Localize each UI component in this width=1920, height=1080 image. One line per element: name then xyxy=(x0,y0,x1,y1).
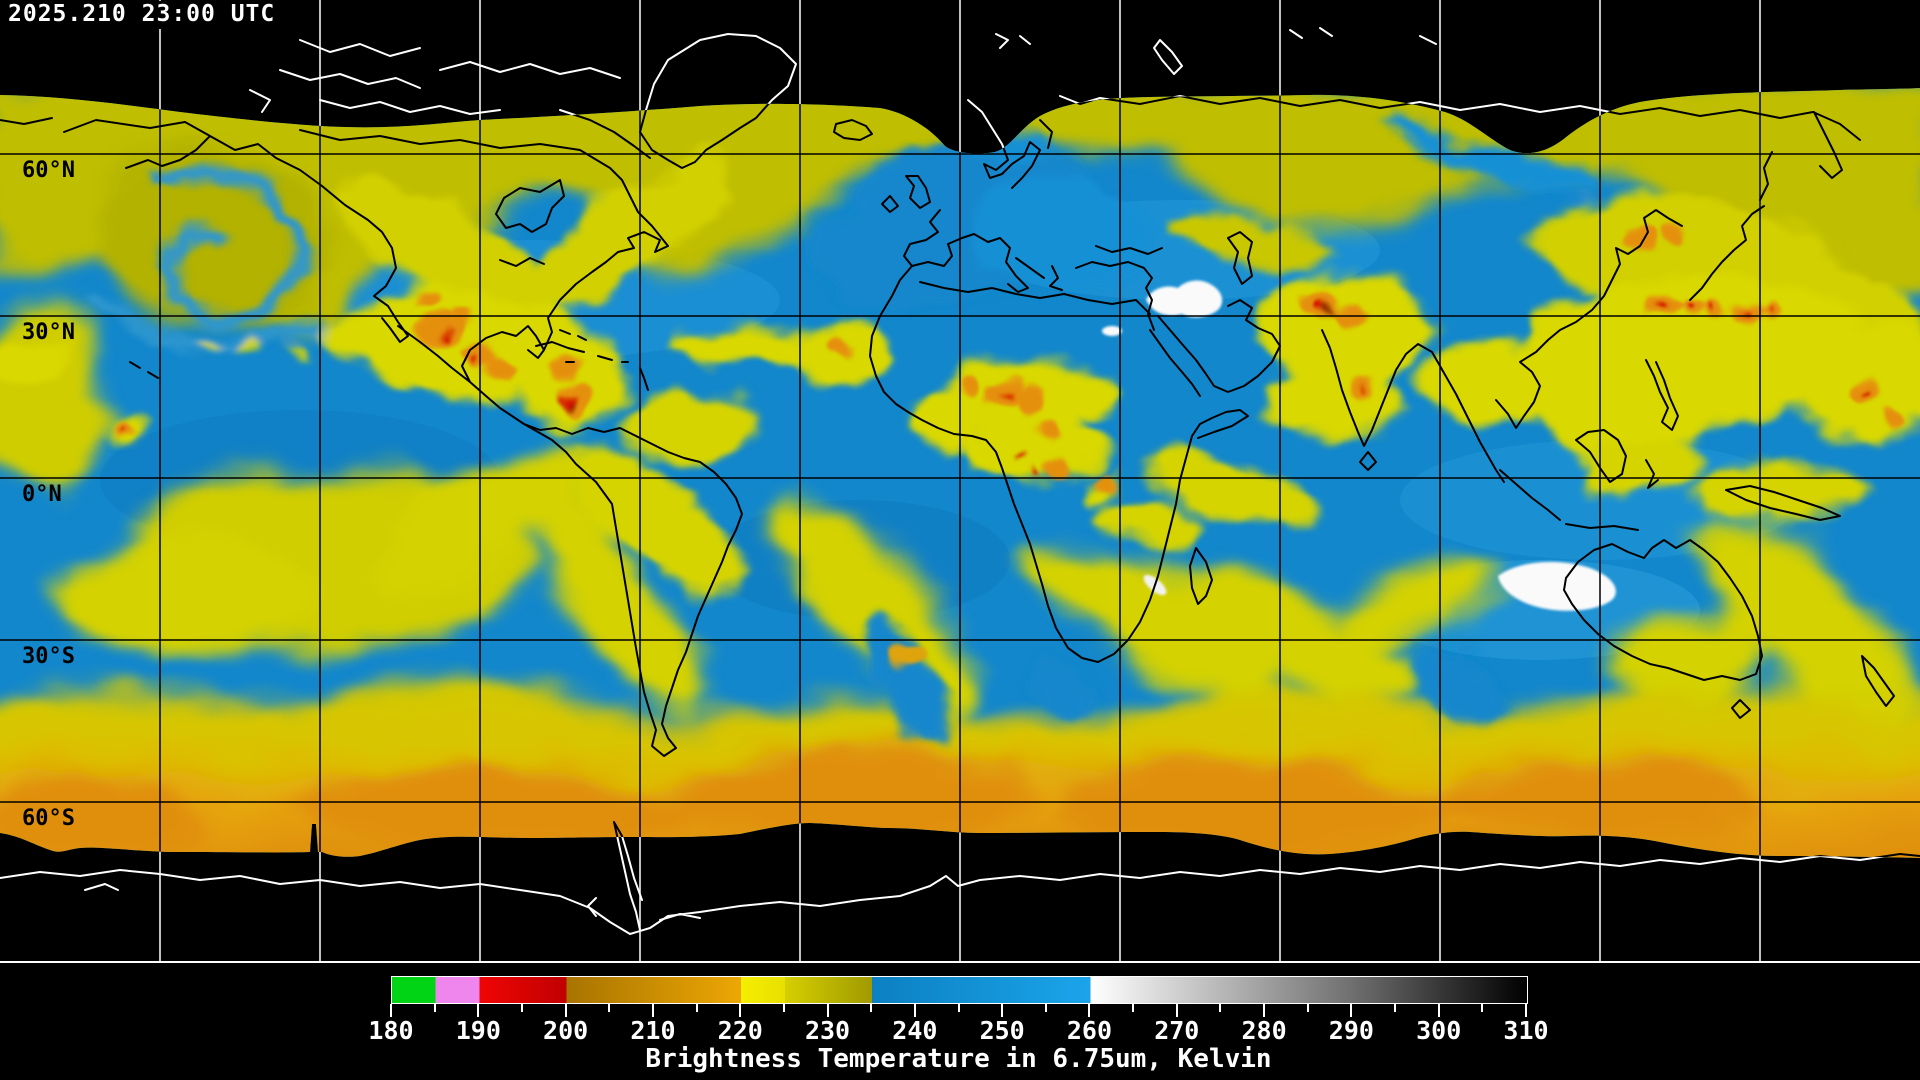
grid-over-data xyxy=(0,88,1920,858)
colorbar-tick-label: 310 xyxy=(1503,1016,1549,1045)
colorbar-major-tick xyxy=(564,1004,567,1017)
colorbar-major-tick xyxy=(1001,1004,1004,1017)
colorbar-major-tick xyxy=(390,1004,392,1017)
colorbar-minor-tick xyxy=(433,1004,436,1012)
colorbar-major-tick xyxy=(477,1004,480,1017)
colorbar-tick-label: 250 xyxy=(979,1016,1025,1045)
map-frame-line xyxy=(0,961,1920,963)
colorbar-minor-tick xyxy=(782,1004,785,1012)
timestamp-label: 2025.210 23:00 UTC xyxy=(6,1,282,29)
latitude-label: 0°N xyxy=(22,482,62,507)
colorbar-minor-tick xyxy=(1219,1004,1222,1012)
colorbar-major-tick xyxy=(1263,1004,1266,1017)
colorbar-minor-tick xyxy=(870,1004,873,1012)
colorbar-major-tick xyxy=(826,1004,829,1017)
colorbar xyxy=(391,976,1528,1004)
colorbar-tick-label: 300 xyxy=(1416,1016,1462,1045)
colorbar-minor-tick xyxy=(1306,1004,1309,1012)
colorbar-minor-tick xyxy=(1132,1004,1135,1012)
latitude-label: 30°S xyxy=(22,644,75,669)
colorbar-major-tick xyxy=(1175,1004,1178,1017)
colorbar-tick-label: 190 xyxy=(455,1016,501,1045)
colorbar-tick-label: 290 xyxy=(1328,1016,1374,1045)
colorbar-tick-label: 240 xyxy=(892,1016,938,1045)
colorbar-major-tick xyxy=(739,1004,742,1017)
colorbar-major-tick xyxy=(1088,1004,1091,1017)
colorbar-major-tick xyxy=(1437,1004,1440,1017)
colorbar-major-tick xyxy=(1525,1004,1527,1017)
colorbar-tick-label: 270 xyxy=(1154,1016,1200,1045)
colorbar-minor-tick xyxy=(520,1004,523,1012)
colorbar-caption: Brightness Temperature in 6.75um, Kelvin xyxy=(645,1044,1272,1074)
colorbar-major-tick xyxy=(1350,1004,1353,1017)
colorbar-minor-tick xyxy=(695,1004,698,1012)
colorbar-minor-tick xyxy=(1481,1004,1484,1012)
latitude-label: 60°S xyxy=(22,806,75,831)
latitude-label: 30°N xyxy=(22,320,75,345)
colorbar-tick-label: 230 xyxy=(804,1016,851,1045)
colorbar-major-tick xyxy=(913,1004,916,1017)
colorbar-tick-label: 180 xyxy=(368,1016,414,1045)
colorbar-minor-tick xyxy=(608,1004,611,1012)
colorbar-tick-label: 200 xyxy=(543,1016,589,1045)
colorbar-tick-label: 210 xyxy=(630,1016,676,1045)
colorbar-tick-label: 280 xyxy=(1241,1016,1287,1045)
colorbar-tick-label: 220 xyxy=(717,1016,763,1045)
colorbar-tick-label: 260 xyxy=(1066,1016,1113,1045)
latitude-label: 60°N xyxy=(22,158,75,183)
colorbar-minor-tick xyxy=(1044,1004,1047,1012)
colorbar-major-tick xyxy=(651,1004,654,1017)
colorbar-minor-tick xyxy=(957,1004,960,1012)
colorbar-minor-tick xyxy=(1394,1004,1397,1012)
